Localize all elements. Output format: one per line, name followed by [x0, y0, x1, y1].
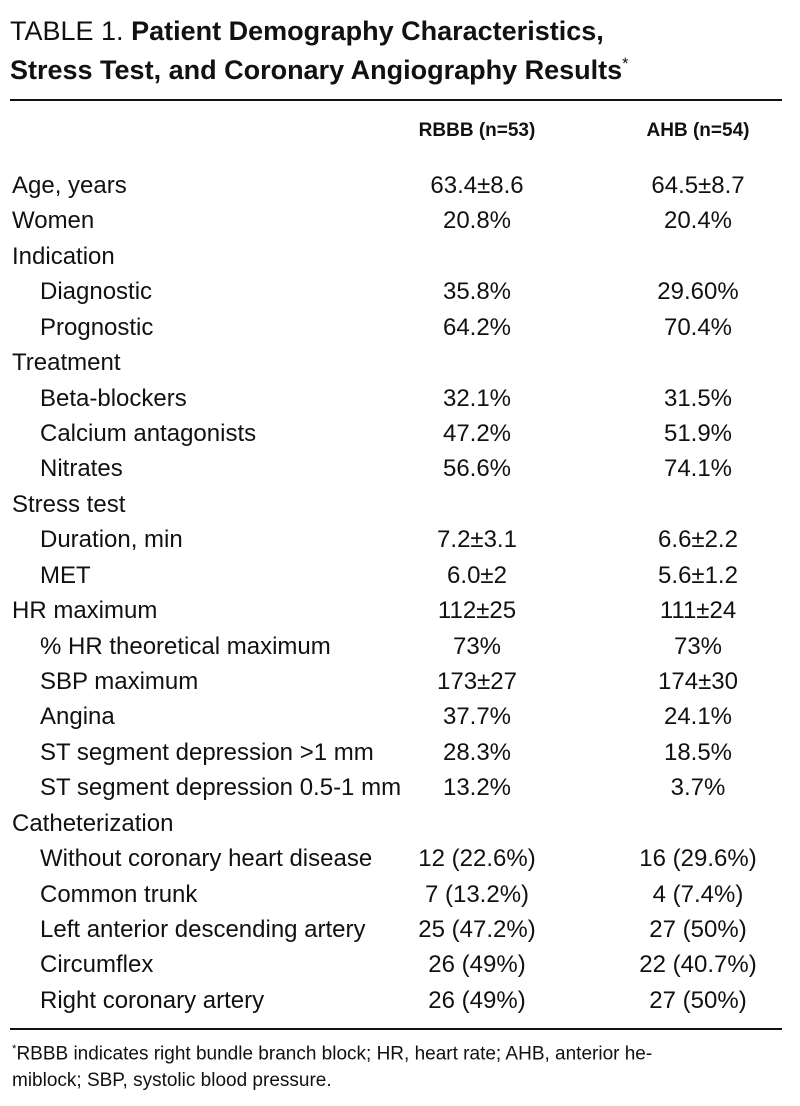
cell-value: 64.5±8.7 [651, 172, 745, 199]
cell-value: 7.2±3.1 [437, 526, 517, 554]
cell-value: 3.7% [670, 774, 726, 802]
row-label: Right coronary artery [40, 986, 265, 1014]
row-label: % HR theoretical maximum [40, 632, 331, 660]
cell-value: 18.5% [663, 738, 733, 766]
cell-value: 47.2% [442, 420, 512, 447]
cell-value: 22 (40.7%) [639, 951, 757, 979]
row-label: ST segment depression 0.5-1 mm [40, 774, 402, 802]
title-text: Stress Test, and Coronary Angiography Re… [10, 55, 623, 85]
rule [10, 99, 782, 101]
row-label: Nitrates [40, 455, 123, 483]
cell-value: 112±25 [437, 597, 517, 625]
row-label: Beta-blockers [40, 384, 187, 412]
cell-value: 26 (49%) [428, 986, 526, 1014]
cell-value: 174±30 [658, 668, 738, 696]
column-header: RBBB (n=53) [418, 120, 536, 141]
cell-value: 64.2% [442, 313, 512, 341]
cell-value: 27 (50%) [649, 986, 747, 1014]
cell-value: 4 (7.4%) [652, 880, 744, 908]
row-label: SBP maximum [40, 668, 199, 696]
footnote-text: miblock; SBP, systolic blood pressure. [12, 1070, 332, 1091]
cell-value: 13.2% [442, 774, 512, 802]
row-label: MET [40, 561, 91, 589]
title-line: TABLE 1. Patient Demography Characterist… [10, 18, 604, 45]
cell-value: 20.8% [442, 207, 512, 235]
table-label: TABLE 1. [10, 16, 124, 46]
row-label: Women [12, 207, 95, 235]
cell-value: 74.1% [663, 455, 733, 483]
row-label: HR maximum [12, 597, 158, 625]
row-label: Catheterization [12, 809, 174, 837]
cell-value: 32.1% [442, 384, 512, 412]
cell-value: 63.4±8.6 [430, 172, 524, 199]
footnote-line: *RBBB indicates right bundle branch bloc… [12, 1043, 653, 1065]
cell-value: 6.0±2 [447, 561, 507, 589]
cell-value: 73% [452, 632, 502, 660]
cell-value: 56.6% [442, 455, 512, 483]
cell-value: 27 (50%) [649, 916, 747, 944]
cell-value: 26 (49%) [428, 951, 526, 979]
cell-value: 20.4% [663, 207, 733, 235]
rule [10, 1028, 782, 1030]
row-label: Treatment [12, 349, 121, 377]
cell-value: 5.6±1.2 [658, 561, 738, 589]
row-label: Diagnostic [40, 278, 153, 306]
cell-value: 173±27 [437, 668, 517, 696]
title-line: Stress Test, and Coronary Angiography Re… [10, 56, 628, 84]
row-label: Indication [12, 242, 115, 270]
title-text: Patient Demography Characteristics, [131, 16, 604, 46]
footnote-text: RBBB indicates right bundle branch block… [16, 1043, 653, 1065]
cell-value: 7 (13.2%) [424, 880, 530, 908]
cell-value: 111±24 [659, 597, 737, 625]
row-label: Stress test [12, 490, 126, 518]
cell-value: 28.3% [442, 738, 512, 766]
row-label: Circumflex [40, 951, 154, 979]
cell-value: 73% [673, 632, 723, 660]
column-header: AHB (n=54) [646, 120, 750, 141]
cell-value: 6.6±2.2 [658, 526, 738, 554]
footnote-line: miblock; SBP, systolic blood pressure. [12, 1071, 332, 1090]
row-label: ST segment depression >1 mm [40, 738, 374, 766]
row-label: Calcium antagonists [40, 420, 257, 447]
cell-value: 51.9% [663, 420, 733, 447]
cell-value: 16 (29.6%) [639, 845, 757, 873]
footnote-marker: * [622, 55, 629, 73]
row-label: Left anterior descending artery [40, 916, 366, 944]
cell-value: 35.8% [442, 278, 512, 306]
row-label: Prognostic [40, 313, 154, 341]
cell-value: 24.1% [663, 703, 733, 731]
row-label: Without coronary heart disease [40, 845, 373, 873]
cell-value: 25 (47.2%) [418, 916, 536, 944]
cell-value: 31.5% [663, 384, 733, 412]
row-label: Duration, min [40, 526, 183, 554]
cell-value: 29.60% [657, 278, 739, 306]
row-label: Angina [40, 703, 115, 731]
row-label: Common trunk [40, 880, 198, 908]
cell-value: 70.4% [663, 313, 733, 341]
row-label: Age, years [12, 172, 127, 199]
footnote-marker: * [12, 1043, 17, 1055]
cell-value: 12 (22.6%) [418, 845, 536, 873]
cell-value: 37.7% [442, 703, 512, 731]
